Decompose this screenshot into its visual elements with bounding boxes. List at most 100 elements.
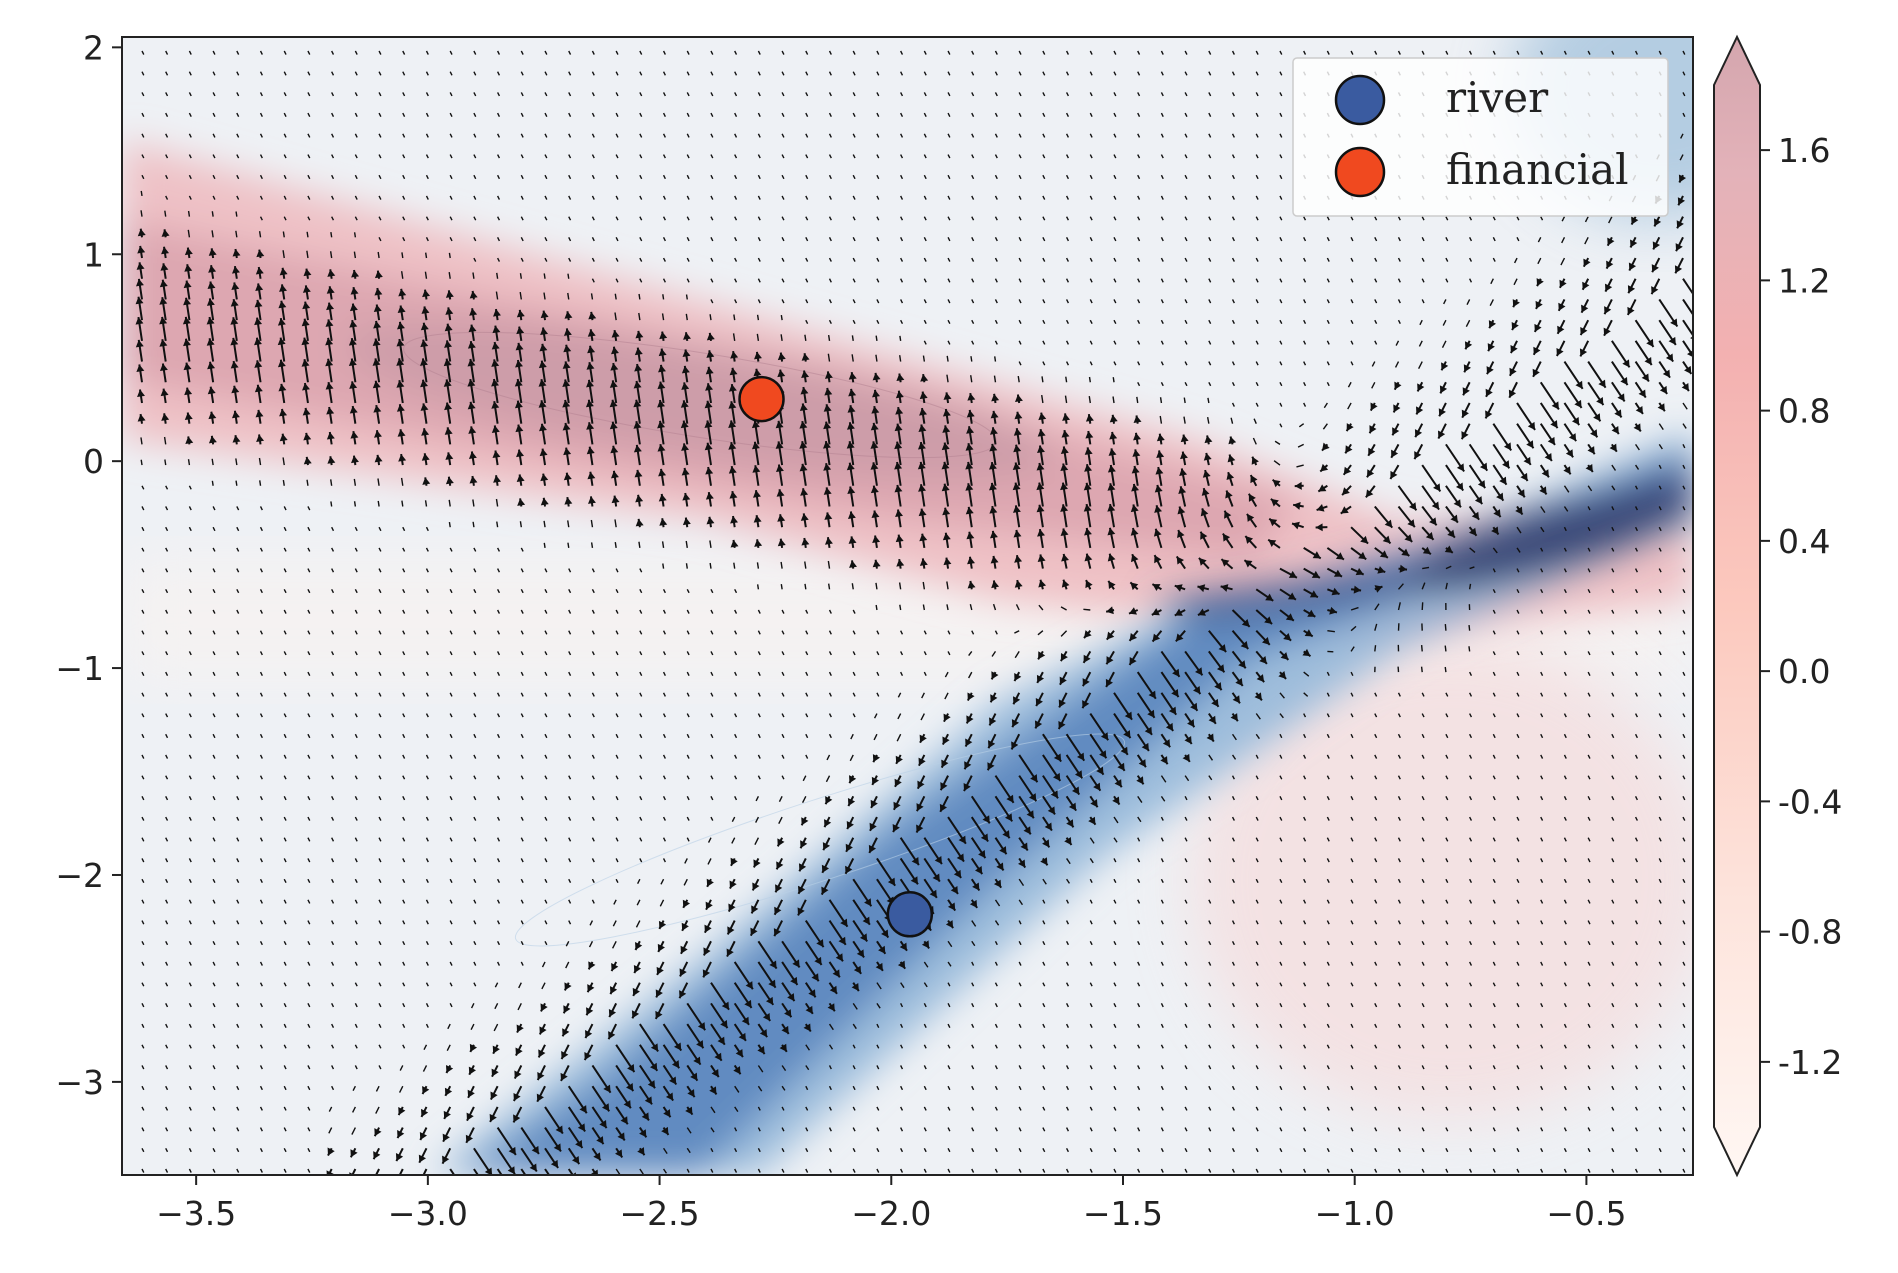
x-tick-label: −3.5 (156, 1194, 236, 1233)
x-tick-label: −1.5 (1083, 1194, 1163, 1233)
quiver-arrow (900, 355, 901, 361)
legend: river financial (1293, 58, 1668, 216)
quiver-arrow (663, 541, 664, 547)
quiver-arrow (710, 314, 711, 320)
quiver-arrow (1113, 397, 1114, 403)
quiver-arrow (236, 458, 237, 465)
y-tick-label: 1 (83, 235, 104, 274)
quiver-arrow (449, 253, 450, 258)
x-tick-label: −1.0 (1315, 1194, 1395, 1233)
colorbar: 1.61.20.80.40.0-0.4-0.8-1.2 (1714, 37, 1842, 1175)
quiver-arrow (852, 335, 853, 340)
quiver-arrow (995, 356, 996, 361)
quiver-arrow (355, 501, 356, 506)
quiver-arrow (1161, 397, 1162, 403)
quiver-arrow (426, 253, 427, 258)
quiver-arrow (734, 563, 735, 569)
quiver-arrow (852, 583, 853, 589)
quiver-arrow (1445, 667, 1446, 672)
quiver-arrow (1375, 645, 1376, 651)
quiver-arrow (1184, 398, 1185, 403)
quiver-arrow (876, 336, 877, 341)
quiver-arrow (260, 231, 261, 237)
quiver-arrow (260, 480, 261, 485)
quiver-arrowhead (484, 1186, 491, 1194)
quiver-arrow (615, 294, 616, 300)
quiver-arrow (378, 252, 379, 258)
x-tick-label: −0.5 (1546, 1194, 1626, 1233)
legend-label-river: river (1446, 73, 1549, 122)
quiver-arrow (354, 252, 355, 258)
quiver-arrow (355, 232, 356, 237)
quiver-arrow (402, 252, 403, 258)
quiver-arrowhead (395, 1176, 402, 1184)
quiver-arrow (663, 313, 664, 320)
quiver-arrow (1018, 376, 1019, 382)
quiver-arrow (1422, 667, 1423, 672)
y-tick-label: 2 (83, 28, 104, 67)
quiver-arrow (568, 543, 569, 548)
quiver-arrow (1113, 377, 1114, 382)
y-tick-label: −3 (55, 1063, 104, 1102)
colorbar-tick-label: -1.2 (1778, 1043, 1842, 1082)
quiver-arrow (781, 562, 782, 569)
quiver-arrow (781, 584, 782, 589)
quiver-arrow (805, 584, 806, 589)
point-financial (740, 377, 784, 421)
quiver-arrow (212, 211, 213, 216)
colorbar-tick-label: -0.4 (1778, 782, 1842, 821)
quiver-arrow (1469, 646, 1470, 651)
quiver-arrow (544, 521, 545, 527)
quiver-arrow (734, 315, 735, 321)
quiver-arrow (686, 314, 687, 320)
quiver-arrow (449, 522, 450, 527)
quiver-arrow (1208, 398, 1209, 403)
quiver-arrow (876, 583, 877, 589)
quiver-arrow (520, 521, 521, 527)
quiver-arrow (1470, 584, 1471, 589)
quiver-arrow (544, 273, 545, 278)
point-river (888, 892, 932, 936)
quiver-arrow (141, 191, 142, 196)
quiver-arrow (758, 315, 759, 320)
quiver-arrow (829, 584, 830, 590)
quiver-arrow (165, 211, 166, 217)
legend-label-financial: financial (1446, 145, 1629, 194)
quiver-arrow (189, 211, 190, 217)
quiver-arrowhead (527, 1180, 534, 1188)
quiver-arrowhead (418, 1176, 425, 1184)
quiver-arrow (1445, 624, 1446, 631)
quiver-arrow (141, 210, 142, 216)
quiver-arrow (663, 564, 664, 569)
quiver-arrow (923, 356, 924, 362)
quiver-arrow (449, 500, 450, 507)
quiver-arrow (876, 605, 877, 610)
quiver-arrow (1042, 376, 1043, 382)
quiver-arrow (378, 501, 379, 507)
colorbar-tick-label: 0.0 (1778, 652, 1830, 691)
x-axis: −3.5 −3.0 −2.5 −2.0 −1.5 −1.0 −0.5 (156, 1175, 1626, 1233)
x-tick-label: −2.5 (619, 1194, 699, 1233)
quiver-arrowhead (505, 1183, 512, 1191)
quiver-arrow (781, 315, 782, 320)
quiver-arrow (568, 274, 569, 279)
legend-marker-financial (1336, 148, 1384, 196)
quiver-arrow (829, 335, 830, 341)
quiver-arrow (236, 231, 237, 238)
quiver-arrow (212, 481, 213, 486)
quiver-arrow (236, 481, 237, 486)
quiver-arrow (307, 480, 308, 486)
quiver-arrow (568, 293, 569, 299)
quiver-arrow (165, 459, 166, 465)
quiver-arrow (331, 232, 332, 237)
quiver-arrow (473, 522, 474, 527)
colorbar-tick-label: 1.2 (1778, 261, 1830, 300)
quiver-arrow (710, 563, 711, 569)
quiver-arrow (449, 272, 450, 279)
quiver-arrow (1066, 377, 1067, 383)
x-tick-label: −2.0 (851, 1194, 931, 1233)
x-tick-label: −3.0 (388, 1194, 468, 1233)
y-tick-label: 0 (83, 442, 104, 481)
